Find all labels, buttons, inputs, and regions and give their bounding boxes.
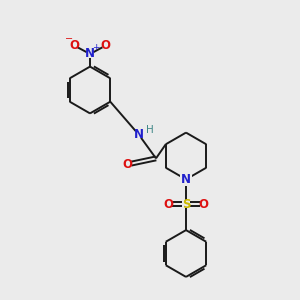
Text: O: O (122, 158, 133, 171)
Text: O: O (69, 39, 80, 52)
Text: N: N (181, 173, 191, 186)
Text: O: O (198, 197, 208, 211)
Text: N: N (85, 47, 95, 61)
Text: H: H (146, 125, 154, 135)
Text: S: S (182, 197, 190, 211)
Text: −: − (65, 34, 74, 44)
Text: +: + (92, 43, 99, 52)
Text: O: O (100, 39, 111, 52)
Text: N: N (134, 128, 144, 141)
Text: O: O (164, 197, 174, 211)
